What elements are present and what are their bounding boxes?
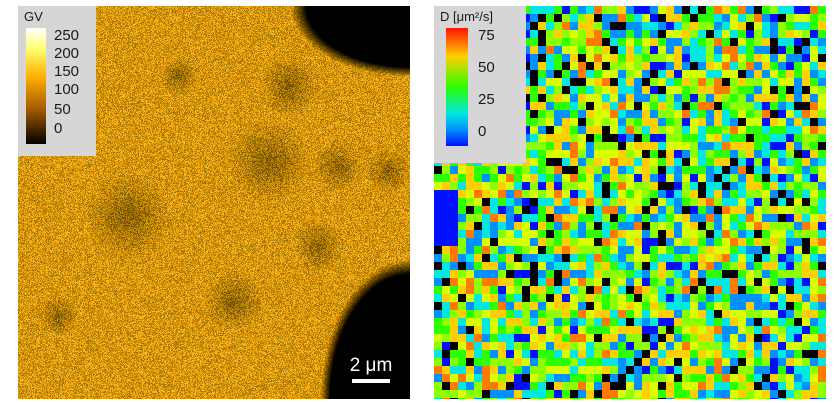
- gray-value-tick-50: 50: [54, 101, 71, 118]
- diffusion-tick-0: 0: [478, 123, 487, 140]
- diffusion-colorbar: [446, 28, 468, 146]
- gray-value-tick-0: 0: [54, 120, 63, 137]
- gray-value-legend-title: GV: [24, 9, 43, 24]
- gray-value-tick-250: 250: [54, 27, 80, 44]
- scale-bar: 2 μm: [346, 356, 396, 383]
- scale-bar-line: [352, 379, 390, 383]
- diffusion-map-panel: D [μm²/s] 75 50 25 0: [434, 6, 826, 399]
- gray-value-colorbar: [26, 28, 46, 144]
- gray-value-tick-100: 100: [54, 81, 80, 98]
- gray-value-tick-200: 200: [54, 45, 80, 62]
- diffusion-legend-title: D [μm²/s]: [440, 9, 493, 24]
- gray-value-legend: GV 250 200 150 100 50 0: [18, 6, 96, 156]
- scale-bar-label: 2 μm: [349, 355, 393, 376]
- diffusion-tick-25: 25: [478, 91, 495, 108]
- diffusion-tick-50: 50: [478, 59, 495, 76]
- diffusion-legend: D [μm²/s] 75 50 25 0: [434, 6, 526, 163]
- gray-value-tick-150: 150: [54, 63, 80, 80]
- diffusion-tick-75: 75: [478, 27, 495, 44]
- gray-value-image-panel: GV 250 200 150 100 50 0 2 μm: [18, 6, 410, 399]
